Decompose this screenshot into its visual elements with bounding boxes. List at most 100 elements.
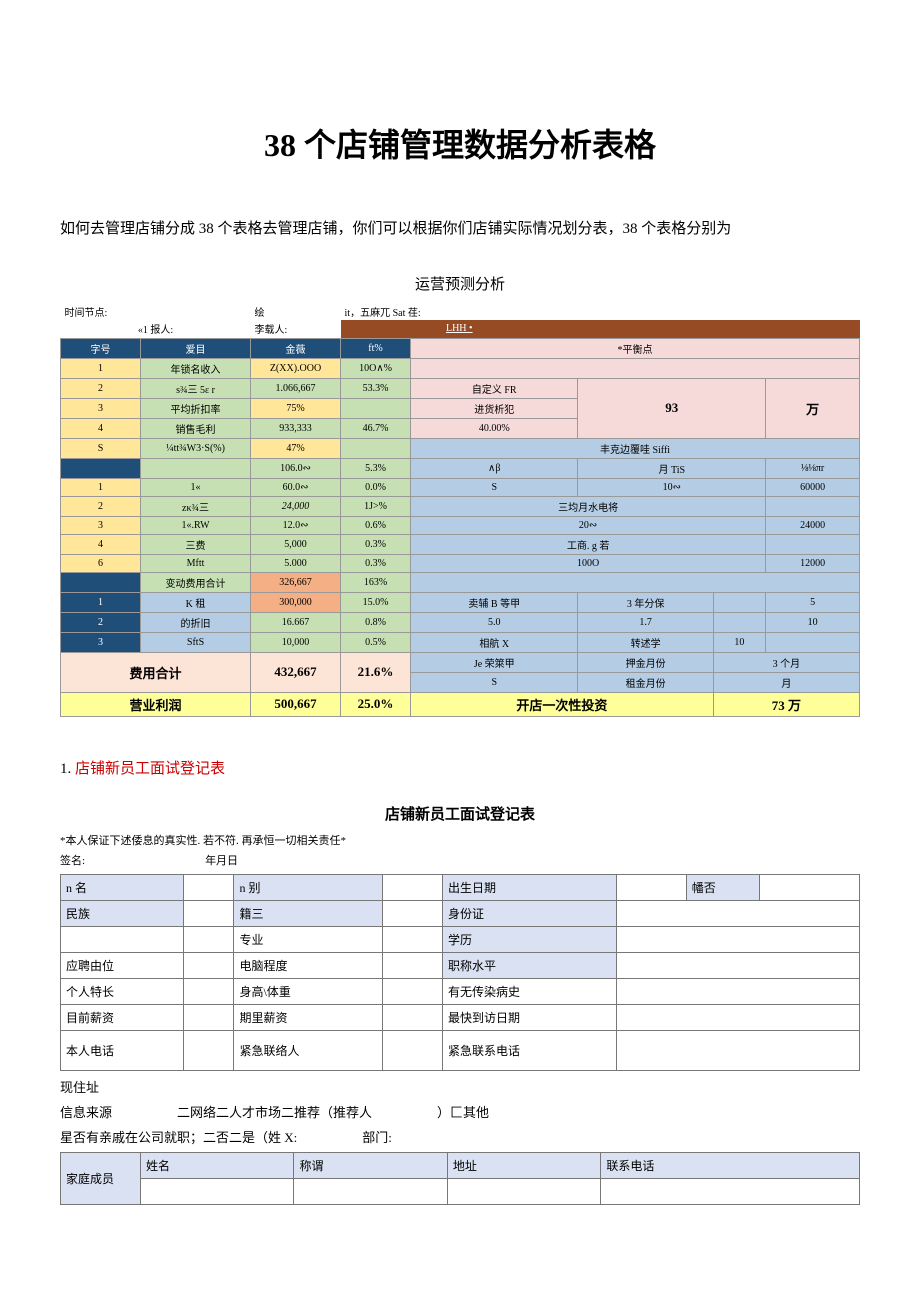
c: 60.0∾: [251, 478, 341, 496]
num: 1.: [60, 761, 71, 777]
c: 16.667: [251, 612, 341, 632]
lbl: 姓名: [141, 1152, 294, 1178]
lbl: 幡否: [686, 874, 759, 900]
c: 1: [61, 358, 141, 378]
lbl: 联系电话: [601, 1152, 860, 1178]
hdr: 字号: [61, 338, 141, 358]
t2-sign: 签名:年月日: [60, 852, 860, 868]
c: 丰克边覆哇 Siffi: [411, 438, 860, 458]
c: 4: [61, 418, 141, 438]
lbl: 个人特长: [61, 978, 184, 1004]
info-line: 信息来源 二网络二人才市场二推荐（推荐人 ）匚其他: [60, 1102, 860, 1121]
c: S: [411, 672, 578, 692]
c: 1J>%: [341, 496, 411, 516]
c: 1: [61, 592, 141, 612]
lbl: 期里薪资: [234, 1004, 383, 1030]
lbl: 专业: [234, 926, 383, 952]
c: 1.066,667: [251, 378, 341, 398]
lbl: 地址: [447, 1152, 600, 1178]
hdr: 金薇: [251, 338, 341, 358]
lbl: 出生日期: [443, 874, 617, 900]
c: 93: [578, 378, 766, 438]
lbl: 职称水平: [443, 952, 617, 978]
c: 10∾: [578, 478, 766, 496]
c: ¼tt¾W3·S(%): [141, 438, 251, 458]
c: 75%: [251, 398, 341, 418]
c: zκ¾三: [141, 496, 251, 516]
c: 3: [61, 516, 141, 534]
rel-line: 星否有亲戚在公司就职；二否二是（姓 X: 部门:: [60, 1127, 860, 1146]
c: 21.6%: [341, 652, 411, 692]
c: 10,000: [251, 632, 341, 652]
section-1-heading: 1. 店铺新员工面试登记表: [60, 757, 860, 778]
lbl: 应聘由位: [61, 952, 184, 978]
lbl: 电脑程度: [234, 952, 383, 978]
c: 1«: [141, 478, 251, 496]
analysis-table: 时间节点: 绘 it，五麻兀 Sat 荏: «1 报人: 李载人: LHH • …: [60, 302, 860, 717]
c: 1.7: [578, 612, 713, 632]
c: 5,000: [251, 534, 341, 554]
c: 2: [61, 612, 141, 632]
c: 销售毛利: [141, 418, 251, 438]
c: 3: [61, 398, 141, 418]
c: 5.3%: [341, 458, 411, 478]
family-table: 家庭成员姓名称谓地址联系电话: [60, 1152, 860, 1205]
c: 53.3%: [341, 378, 411, 398]
page-title: 38 个店铺管理数据分析表格: [60, 120, 860, 166]
c: 1«.RW: [141, 516, 251, 534]
profit-label: 营业利润: [61, 692, 251, 716]
c: 300,000: [251, 592, 341, 612]
hdr: 爱目: [141, 338, 251, 358]
c: ∧β: [411, 458, 578, 478]
intro-text: 如何去管理店铺分成 38 个表格去管理店铺，你们可以根据你们店铺实际情况划分表，…: [60, 216, 860, 243]
meta: 绘: [251, 302, 341, 320]
c: 0.3%: [341, 554, 411, 572]
meta: it，五麻兀 Sat 荏:: [341, 302, 578, 320]
c: 押金月份: [578, 652, 713, 672]
lbl: n 名: [61, 874, 184, 900]
c: 万: [766, 378, 860, 438]
c: 2: [61, 378, 141, 398]
c: 5.0: [411, 612, 578, 632]
c: 6: [61, 554, 141, 572]
lbl: n 别: [234, 874, 383, 900]
c: 24,000: [251, 496, 341, 516]
sum-label: 费用合计: [61, 652, 251, 692]
c: 0.6%: [341, 516, 411, 534]
lbl: 最快到访日期: [443, 1004, 617, 1030]
c: 工商. g 若: [411, 534, 766, 554]
lbl: 目前薪资: [61, 1004, 184, 1030]
c: 年锁名收入: [141, 358, 251, 378]
c: 0.5%: [341, 632, 411, 652]
c: 60000: [766, 478, 860, 496]
c: 20∾: [411, 516, 766, 534]
lbl: 有无传染病史: [443, 978, 617, 1004]
meta: LHH •: [341, 320, 578, 338]
c: 500,667: [251, 692, 341, 716]
lbl: 民族: [61, 900, 184, 926]
lbl: 身份证: [443, 900, 617, 926]
c: 326,667: [251, 572, 341, 592]
c: Je 荣箂甲: [411, 652, 578, 672]
lbl: 家庭成员: [61, 1152, 141, 1204]
meta: «1 报人:: [61, 320, 251, 338]
lbl: 紧急联络人: [234, 1030, 383, 1070]
c: 月: [713, 672, 859, 692]
c: 租金月份: [578, 672, 713, 692]
lbl: 籍三: [234, 900, 383, 926]
c: 25.0%: [341, 692, 411, 716]
lbl: 身高\体重: [234, 978, 383, 1004]
c: 转述学: [578, 632, 713, 652]
c: K 租: [141, 592, 251, 612]
c: 5.000: [251, 554, 341, 572]
lbl: 称谓: [294, 1152, 447, 1178]
c: 10O∧%: [341, 358, 411, 378]
c: 变动费用合计: [141, 572, 251, 592]
c: 平均折扣率: [141, 398, 251, 418]
c: s¾三 5ε r: [141, 378, 251, 398]
c: ⅛⅛πr: [766, 458, 860, 478]
c: 73 万: [713, 692, 859, 716]
c: 46.7%: [341, 418, 411, 438]
t1-title: 运营预测分析: [60, 273, 860, 294]
c: 卖辅 B 等甲: [411, 592, 578, 612]
